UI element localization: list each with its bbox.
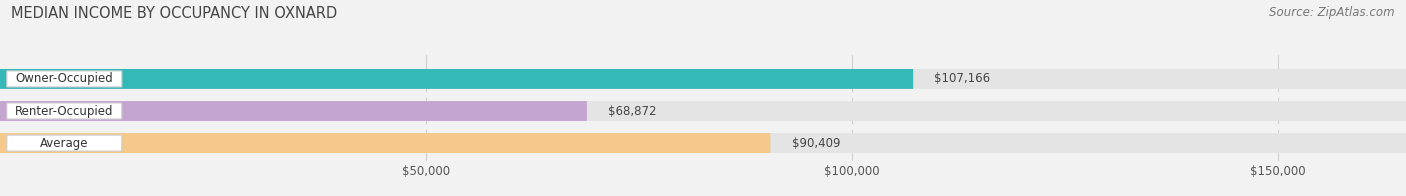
FancyBboxPatch shape bbox=[0, 101, 586, 121]
Text: Owner-Occupied: Owner-Occupied bbox=[15, 73, 114, 85]
Text: $90,409: $90,409 bbox=[792, 137, 841, 150]
Text: Source: ZipAtlas.com: Source: ZipAtlas.com bbox=[1270, 6, 1395, 19]
FancyBboxPatch shape bbox=[0, 133, 770, 153]
FancyBboxPatch shape bbox=[7, 135, 122, 151]
FancyBboxPatch shape bbox=[0, 69, 1406, 89]
Text: $68,872: $68,872 bbox=[609, 104, 657, 118]
Text: MEDIAN INCOME BY OCCUPANCY IN OXNARD: MEDIAN INCOME BY OCCUPANCY IN OXNARD bbox=[11, 6, 337, 21]
FancyBboxPatch shape bbox=[7, 103, 122, 119]
Text: Average: Average bbox=[41, 137, 89, 150]
FancyBboxPatch shape bbox=[0, 133, 1406, 153]
FancyBboxPatch shape bbox=[0, 101, 1406, 121]
FancyBboxPatch shape bbox=[0, 69, 912, 89]
FancyBboxPatch shape bbox=[7, 71, 122, 87]
Text: Renter-Occupied: Renter-Occupied bbox=[15, 104, 114, 118]
Text: $107,166: $107,166 bbox=[935, 73, 991, 85]
